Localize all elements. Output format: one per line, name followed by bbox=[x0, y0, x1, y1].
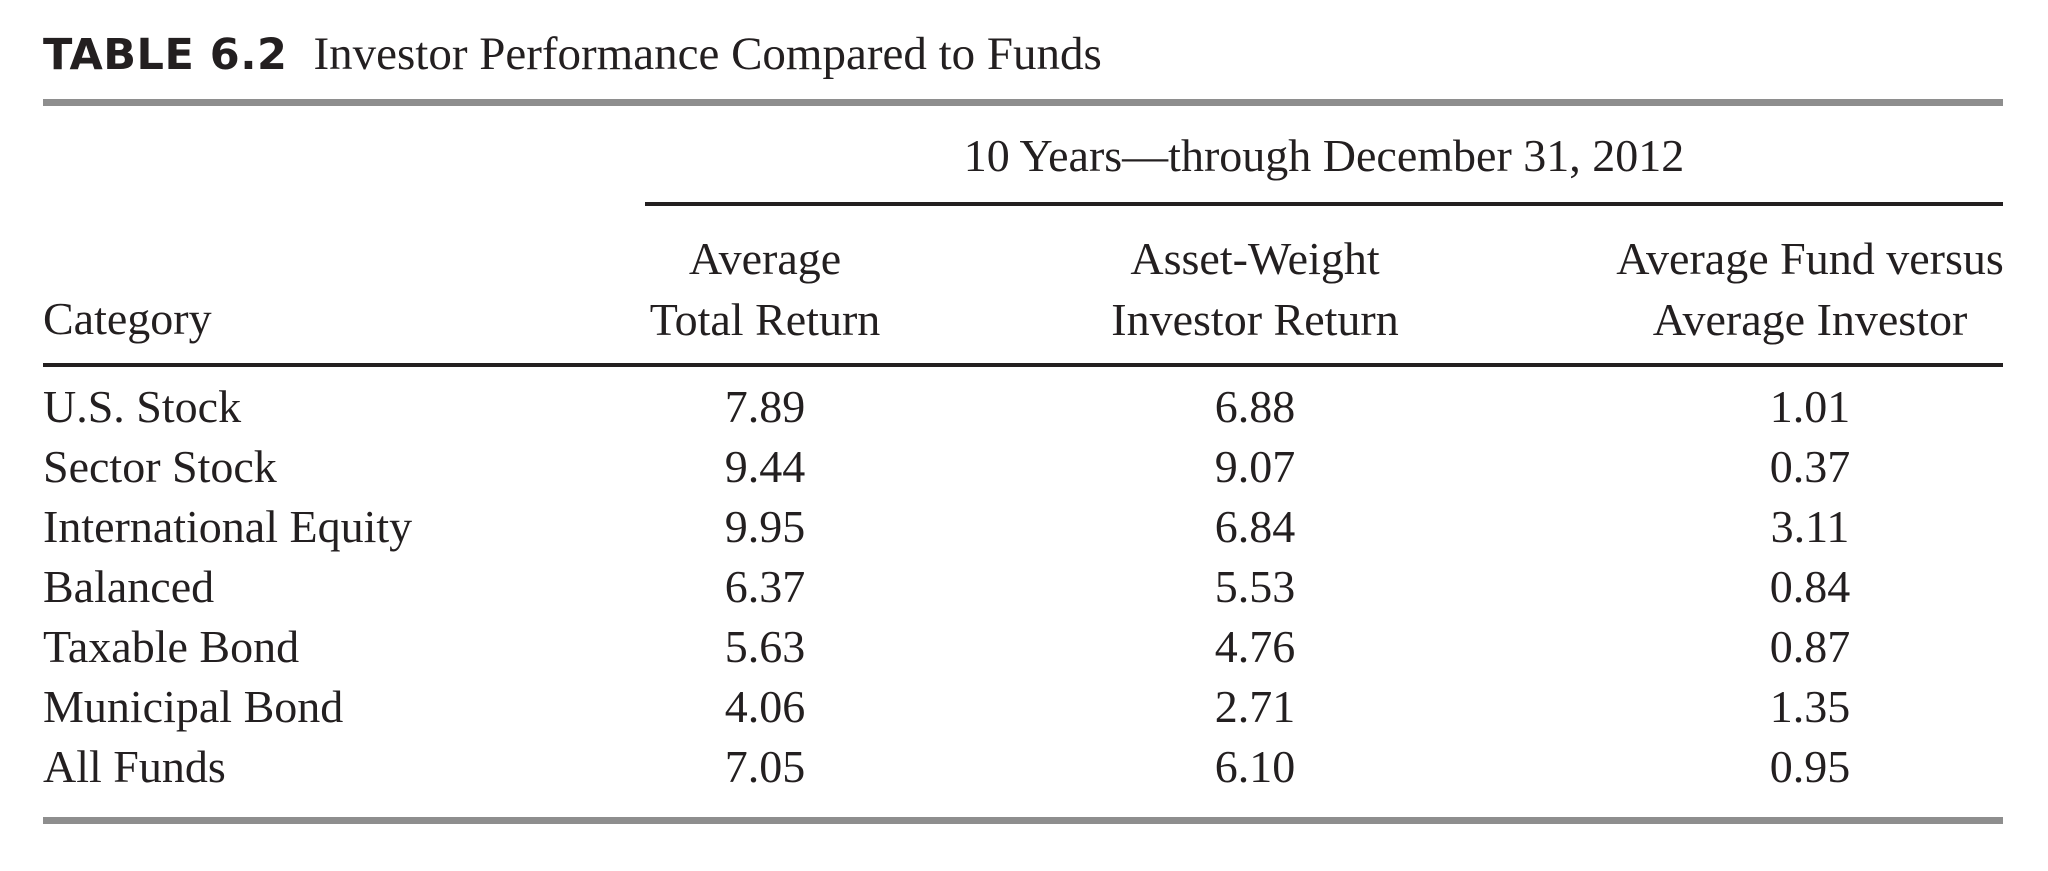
category-cell: Balanced bbox=[43, 561, 215, 612]
column-header-fund-vs-investor: Average Fund versus Average Investor bbox=[1560, 228, 2048, 350]
fund-vs-investor-cell: 0.95 bbox=[1769, 741, 1851, 792]
fund-vs-investor-cell: 1.35 bbox=[1769, 681, 1851, 732]
asset-weight-return-cell: 4.76 bbox=[1214, 621, 1296, 672]
average-total-return-cell: 7.05 bbox=[724, 741, 806, 792]
table-row: All Funds 7.05 6.10 0.95 bbox=[0, 737, 2048, 797]
table-row: Municipal Bond 4.06 2.71 1.35 bbox=[0, 677, 2048, 737]
average-total-return-cell: 4.06 bbox=[724, 681, 806, 732]
average-total-return-cell: 5.63 bbox=[724, 621, 806, 672]
fund-vs-investor-cell: 1.01 bbox=[1769, 381, 1851, 432]
category-cell: Municipal Bond bbox=[43, 681, 344, 732]
category-cell: All Funds bbox=[43, 741, 226, 792]
column-header-line: Average Investor bbox=[1652, 294, 1968, 345]
top-rule bbox=[43, 99, 2003, 106]
table-number: TABLE 6.2 bbox=[43, 30, 288, 80]
column-header-category: Category bbox=[43, 293, 212, 344]
span-header-rule bbox=[645, 202, 2003, 206]
table-row: Balanced 6.37 5.53 0.84 bbox=[0, 557, 2048, 617]
average-total-return-cell: 6.37 bbox=[724, 561, 806, 612]
column-header-line: Total Return bbox=[649, 294, 881, 345]
average-total-return-cell: 9.44 bbox=[724, 441, 806, 492]
column-header-line: Asset-Weight bbox=[1130, 233, 1380, 284]
table-body: U.S. Stock 7.89 6.88 1.01 Sector Stock 9… bbox=[0, 377, 2048, 797]
column-header-asset-weight-return: Asset-Weight Investor Return bbox=[1055, 228, 1455, 350]
asset-weight-return-cell: 6.10 bbox=[1214, 741, 1296, 792]
asset-weight-return-cell: 9.07 bbox=[1214, 441, 1296, 492]
asset-weight-return-cell: 5.53 bbox=[1214, 561, 1296, 612]
table-row: Sector Stock 9.44 9.07 0.37 bbox=[0, 437, 2048, 497]
bottom-rule bbox=[43, 817, 2003, 824]
category-cell: Taxable Bond bbox=[43, 621, 300, 672]
column-header-average-total-return: Average Total Return bbox=[575, 228, 955, 350]
span-header: 10 Years—through December 31, 2012 bbox=[963, 130, 1685, 181]
column-header-line: Average bbox=[688, 233, 842, 284]
category-cell: U.S. Stock bbox=[43, 381, 242, 432]
average-total-return-cell: 7.89 bbox=[724, 381, 806, 432]
category-cell: International Equity bbox=[43, 501, 413, 552]
fund-vs-investor-cell: 0.87 bbox=[1769, 621, 1851, 672]
table-title: Investor Performance Compared to Funds bbox=[313, 28, 1102, 80]
asset-weight-return-cell: 2.71 bbox=[1214, 681, 1296, 732]
table-row: U.S. Stock 7.89 6.88 1.01 bbox=[0, 377, 2048, 437]
fund-vs-investor-cell: 0.84 bbox=[1769, 561, 1851, 612]
asset-weight-return-cell: 6.84 bbox=[1214, 501, 1296, 552]
column-header-line: Investor Return bbox=[1111, 294, 1399, 345]
fund-vs-investor-cell: 3.11 bbox=[1770, 501, 1850, 552]
table-caption: TABLE 6.2 Investor Performance Compared t… bbox=[43, 22, 1102, 97]
table-row: Taxable Bond 5.63 4.76 0.87 bbox=[0, 617, 2048, 677]
category-cell: Sector Stock bbox=[43, 441, 277, 492]
average-total-return-cell: 9.95 bbox=[724, 501, 806, 552]
fund-vs-investor-cell: 0.37 bbox=[1769, 441, 1851, 492]
header-rule bbox=[43, 363, 2003, 367]
column-header-line: Average Fund versus bbox=[1616, 233, 2004, 284]
table-row: International Equity 9.95 6.84 3.11 bbox=[0, 497, 2048, 557]
asset-weight-return-cell: 6.88 bbox=[1214, 381, 1296, 432]
